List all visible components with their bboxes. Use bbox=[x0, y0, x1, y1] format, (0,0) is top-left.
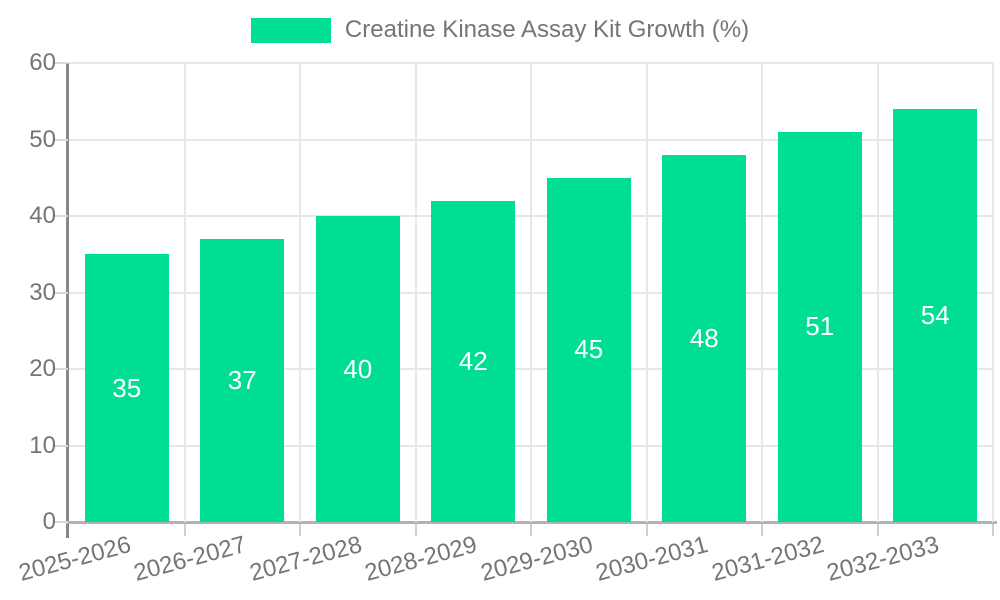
gridline-vertical bbox=[414, 63, 417, 522]
y-axis-tick bbox=[53, 521, 68, 523]
bar[interactable]: 48 bbox=[662, 154, 747, 522]
gridline-vertical bbox=[530, 63, 532, 522]
bar-value-label: 42 bbox=[458, 345, 488, 376]
y-axis-tick bbox=[53, 368, 68, 370]
x-axis-tick bbox=[876, 524, 879, 536]
x-tick-label: 2027-2028 bbox=[246, 531, 365, 587]
gridline-vertical bbox=[645, 63, 648, 522]
x-tick-label: 2025-2026 bbox=[15, 531, 134, 587]
gridline-vertical bbox=[183, 63, 186, 522]
y-axis-tick bbox=[53, 291, 68, 294]
bar-value-label: 51 bbox=[805, 311, 835, 342]
bar[interactable]: 37 bbox=[200, 238, 285, 522]
x-axis-tick bbox=[761, 524, 763, 536]
y-tick-label: 10 bbox=[29, 431, 56, 459]
y-tick-label: 0 bbox=[42, 508, 56, 535]
y-axis-tick bbox=[53, 138, 68, 141]
bar[interactable]: 54 bbox=[893, 108, 978, 522]
legend-label: Creatine Kinase Assay Kit Growth (%) bbox=[344, 16, 750, 43]
bar-value-label: 40 bbox=[343, 353, 373, 384]
x-tick-label: 2028-2029 bbox=[362, 531, 481, 587]
x-axis-tick bbox=[530, 524, 532, 536]
bar[interactable]: 40 bbox=[315, 216, 400, 522]
y-tick-label: 30 bbox=[29, 278, 56, 306]
x-axis-tick bbox=[992, 524, 994, 536]
x-axis-tick bbox=[183, 524, 186, 536]
bar-value-label: 35 bbox=[112, 372, 142, 403]
bar[interactable]: 42 bbox=[431, 200, 516, 522]
gridline-vertical bbox=[299, 63, 301, 522]
gridline-vertical bbox=[761, 63, 763, 522]
chart-legend[interactable]: Creatine Kinase Assay Kit Growth (%) bbox=[0, 16, 1000, 44]
bar[interactable]: 51 bbox=[777, 131, 862, 522]
y-tick-label: 50 bbox=[29, 125, 56, 153]
bar-value-label: 45 bbox=[574, 334, 604, 365]
bar[interactable]: 45 bbox=[546, 177, 631, 522]
bar-value-label: 37 bbox=[227, 364, 257, 395]
gridline-vertical bbox=[992, 63, 994, 522]
x-axis-tick bbox=[645, 524, 648, 536]
bar-value-label: 48 bbox=[689, 322, 719, 353]
y-axis-tick bbox=[53, 215, 68, 217]
y-tick-label: 20 bbox=[29, 355, 56, 382]
y-tick-label: 40 bbox=[29, 202, 56, 229]
y-axis-line bbox=[66, 63, 69, 538]
x-axis-tick bbox=[299, 524, 301, 536]
x-axis-tick bbox=[414, 524, 417, 536]
bar[interactable]: 35 bbox=[84, 254, 169, 522]
x-axis-line bbox=[66, 521, 997, 524]
y-axis-tick bbox=[53, 444, 68, 447]
gridline-vertical bbox=[876, 63, 879, 522]
x-tick-label: 2032-2033 bbox=[824, 531, 943, 587]
bar-value-label: 54 bbox=[920, 299, 950, 330]
x-tick-label: 2031-2032 bbox=[708, 531, 827, 587]
y-tick-label: 60 bbox=[29, 49, 56, 76]
x-tick-label: 2029-2030 bbox=[477, 531, 596, 587]
legend-swatch bbox=[250, 17, 331, 43]
y-axis-tick bbox=[53, 62, 68, 64]
x-tick-label: 2030-2031 bbox=[593, 531, 712, 587]
plot-area: 35 37 40 42 45 48 51 54 bbox=[69, 62, 994, 522]
x-tick-label: 2026-2027 bbox=[131, 531, 250, 587]
